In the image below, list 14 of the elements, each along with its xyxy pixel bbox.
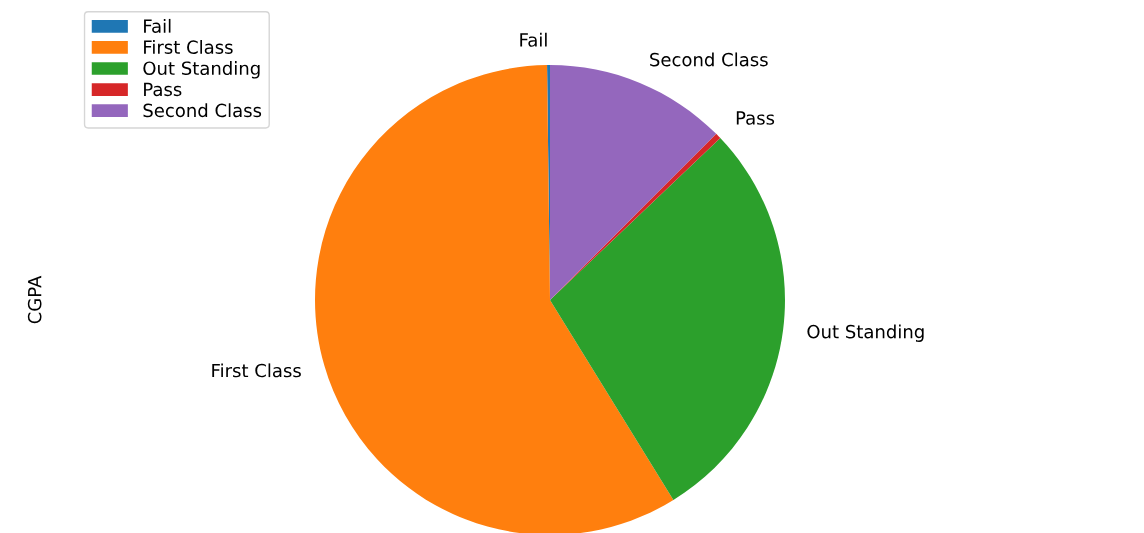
slice-label: Fail bbox=[520, 32, 547, 47]
slice-label: Out Standing bbox=[807, 324, 924, 342]
legend-label: Pass bbox=[144, 82, 182, 97]
legend-label: Fail bbox=[144, 18, 171, 33]
slice-label: Pass bbox=[736, 111, 775, 125]
legend-label: Out Standing bbox=[143, 61, 260, 79]
slice-label: First Class bbox=[212, 363, 301, 378]
pie-slice bbox=[550, 65, 717, 300]
slice-label: Second Class bbox=[650, 52, 768, 67]
pie-slice bbox=[550, 138, 785, 500]
pie-slice bbox=[315, 65, 674, 533]
text: CGPA bbox=[27, 275, 42, 324]
legend-label: Second Class bbox=[143, 103, 262, 118]
legend-label: First Class bbox=[144, 40, 233, 54]
